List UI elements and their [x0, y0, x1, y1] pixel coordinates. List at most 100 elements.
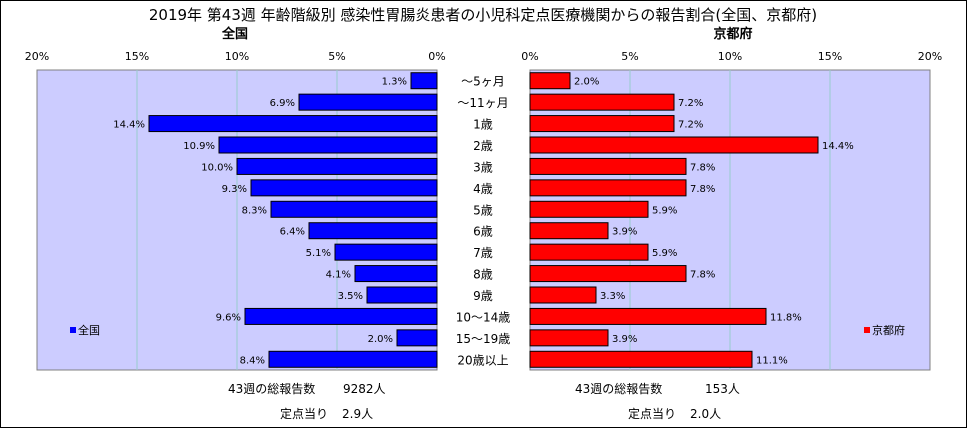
national-legend-label: 全国	[78, 323, 100, 337]
national-data-label: 4.1%	[326, 270, 351, 281]
national-bar	[148, 115, 438, 133]
national-tick-label: 15%	[125, 50, 149, 63]
kyoto-bar	[529, 200, 649, 218]
kyoto-plot-area: 0% 5% 10% 15% 20% 2.0% 7.2% 7.2% 14.4% 7.8% 7.8% 5.…	[521, 50, 942, 371]
national-bar	[268, 350, 438, 368]
category-label: 9歳	[473, 289, 493, 303]
national-tick-label: 0%	[428, 50, 445, 63]
national-data-label: 10.9%	[183, 141, 215, 152]
national-bar	[250, 179, 438, 197]
national-data-label: 1.3%	[382, 77, 407, 88]
national-data-label: 5.1%	[306, 248, 331, 259]
national-tick-label: 5%	[328, 50, 345, 63]
kyoto-data-label: 7.8%	[690, 270, 715, 281]
kyoto-bar	[529, 222, 609, 240]
kyoto-per-value: 2.0人	[690, 407, 721, 421]
kyoto-data-label: 11.1%	[756, 355, 788, 366]
national-bar	[218, 136, 438, 154]
kyoto-data-label: 3.9%	[612, 227, 637, 238]
category-label: 10～14歳	[456, 310, 511, 324]
kyoto-bar	[529, 286, 597, 304]
national-bar	[270, 200, 438, 218]
kyoto-data-label: 7.2%	[678, 120, 703, 131]
kyoto-total-value: 153人	[705, 382, 740, 396]
category-label: 4歳	[473, 182, 493, 196]
kyoto-data-label: 5.9%	[652, 248, 677, 259]
category-label: 6歳	[473, 225, 493, 239]
kyoto-legend-label: 京都府	[872, 323, 905, 337]
national-panel-title: 全国	[221, 26, 248, 42]
national-bar	[298, 93, 438, 111]
national-data-label: 6.9%	[270, 98, 295, 109]
national-data-label: 2.0%	[368, 334, 393, 345]
kyoto-bar	[529, 307, 767, 325]
national-bar	[244, 307, 438, 325]
category-label: 8歳	[473, 268, 493, 282]
kyoto-data-label: 14.4%	[822, 141, 854, 152]
national-per-label: 定点当り	[280, 406, 328, 421]
kyoto-total-label: 43週の総報告数	[575, 381, 662, 396]
national-bar	[334, 243, 438, 261]
kyoto-legend-swatch	[864, 327, 870, 333]
kyoto-bar	[529, 93, 675, 111]
kyoto-bar	[529, 350, 753, 368]
national-data-label: 8.3%	[242, 205, 267, 216]
national-legend-swatch	[70, 327, 76, 333]
category-label: 7歳	[473, 246, 493, 260]
kyoto-bar	[529, 243, 649, 261]
national-data-label: 3.5%	[338, 291, 363, 302]
kyoto-bar	[529, 136, 819, 154]
kyoto-data-label: 11.8%	[770, 312, 802, 323]
kyoto-data-label: 7.2%	[678, 98, 703, 109]
category-label: 3歳	[473, 160, 493, 174]
national-tick-label: 10%	[225, 50, 249, 63]
category-labels: ～5ヶ月 ～11ヶ月 1歳 2歳 3歳 4歳 5歳 6歳 7歳 8歳 9歳 10～14歳 15～19歳 2…	[456, 75, 511, 368]
kyoto-data-label: 7.8%	[690, 184, 715, 195]
category-label: 5歳	[473, 203, 493, 217]
kyoto-per-label: 定点当り	[628, 406, 676, 421]
category-label: ～11ヶ月	[457, 96, 508, 110]
national-bar	[236, 157, 438, 175]
category-label: ～5ヶ月	[461, 75, 505, 89]
kyoto-tick-label: 5%	[621, 50, 638, 63]
kyoto-bar	[529, 329, 609, 347]
national-bar	[308, 222, 438, 240]
kyoto-data-label: 5.9%	[652, 205, 677, 216]
kyoto-tick-label: 20%	[918, 50, 942, 63]
kyoto-data-label: 7.8%	[690, 162, 715, 173]
kyoto-bar	[529, 265, 687, 283]
kyoto-data-label: 3.3%	[600, 291, 625, 302]
national-data-label: 14.4%	[113, 120, 145, 131]
category-label: 2歳	[473, 139, 493, 153]
national-total-value: 9282人	[343, 382, 386, 396]
national-bar	[396, 329, 438, 347]
national-bar	[410, 72, 438, 90]
kyoto-bar	[529, 157, 687, 175]
kyoto-bar	[529, 179, 687, 197]
kyoto-panel-title: 京都府	[713, 26, 752, 42]
national-total-label: 43週の総報告数	[228, 381, 315, 396]
category-label: 20歳以上	[457, 353, 508, 367]
kyoto-tick-label: 0%	[521, 50, 538, 63]
kyoto-data-label: 3.9%	[612, 334, 637, 345]
category-label: 1歳	[473, 118, 493, 132]
kyoto-data-label: 2.0%	[574, 77, 599, 88]
national-tick-label: 20%	[25, 50, 49, 63]
national-data-label: 8.4%	[240, 355, 265, 366]
national-data-label: 9.6%	[216, 312, 241, 323]
national-plot-area: 20% 15% 10% 5% 0% 1.3% 6.9% 14.4% 10.9% 10.0% 9.3%…	[25, 50, 446, 371]
national-per-value: 2.9人	[342, 407, 373, 421]
category-label: 15～19歳	[456, 332, 511, 346]
national-bar	[366, 286, 438, 304]
national-data-label: 9.3%	[222, 184, 247, 195]
kyoto-bar	[529, 72, 571, 90]
national-bar	[354, 265, 438, 283]
chart-title: 2019年 第43週 年齢階級別 感染性胃腸炎患者の小児科定点医療機関からの報告…	[149, 6, 817, 24]
national-data-label: 10.0%	[201, 162, 233, 173]
kyoto-bar	[529, 115, 675, 133]
kyoto-tick-label: 10%	[718, 50, 742, 63]
kyoto-tick-label: 15%	[818, 50, 842, 63]
national-data-label: 6.4%	[280, 227, 305, 238]
